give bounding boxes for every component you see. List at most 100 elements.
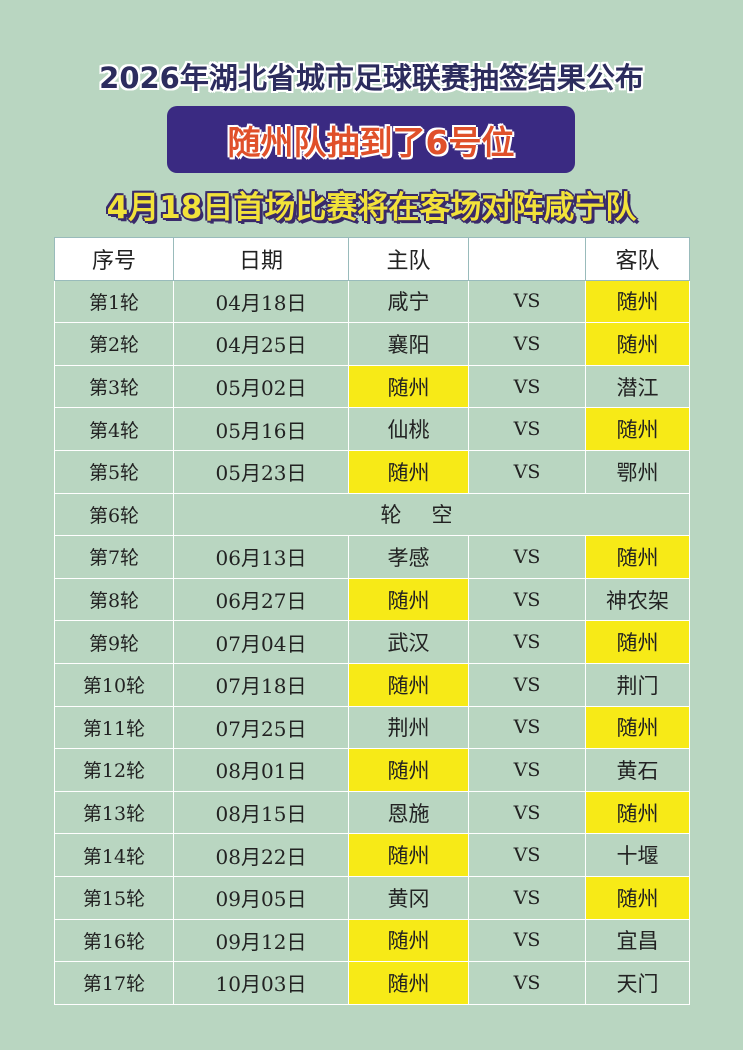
- home-team-cell: 随州: [348, 662, 469, 707]
- date-cell: 07月25日: [173, 705, 349, 750]
- table-row: 第17轮 10月03日 随州 VS 天门: [54, 961, 690, 1005]
- table-row: 第11轮 07月25日 荆州 VS 随州: [54, 705, 690, 750]
- date-cell: 05月16日: [173, 407, 349, 451]
- home-team-cell: 咸宁: [348, 279, 469, 324]
- date-cell: 07月04日: [173, 620, 349, 664]
- away-team-cell: 随州: [585, 620, 690, 664]
- vs-cell: VS: [468, 833, 586, 877]
- away-team-cell: 随州: [585, 535, 690, 579]
- home-team-cell: 恩施: [348, 790, 469, 835]
- date-cell: 06月13日: [173, 535, 349, 579]
- vs-cell: VS: [468, 407, 586, 451]
- date-cell: 06月27日: [173, 577, 349, 622]
- vs-cell: VS: [468, 535, 586, 579]
- round-cell: 第17轮: [54, 961, 174, 1005]
- table-row: 第15轮 09月05日 黄冈 VS 随州: [54, 875, 690, 920]
- away-team-cell: 神农架: [585, 577, 690, 622]
- round-cell: 第11轮: [54, 705, 174, 750]
- away-team-cell: 黄石: [585, 748, 690, 792]
- away-team-cell: 随州: [585, 790, 690, 835]
- away-team-cell: 荆门: [585, 662, 690, 707]
- table-row: 第8轮 06月27日 随州 VS 神农架: [54, 577, 690, 622]
- away-team-cell: 天门: [585, 961, 690, 1005]
- vs-cell: VS: [468, 577, 586, 622]
- header-round: 序号: [54, 237, 174, 281]
- date-cell: 08月01日: [173, 748, 349, 792]
- round-cell: 第12轮: [54, 748, 174, 792]
- banner-text: 随州队抽到了6号位: [227, 122, 515, 162]
- table-row: 第9轮 07月04日 武汉 VS 随州: [54, 620, 690, 664]
- away-team-cell: 随州: [585, 705, 690, 750]
- round-cell: 第8轮: [54, 577, 174, 622]
- home-team-cell: 孝感: [348, 535, 469, 579]
- home-team-cell: 随州: [348, 961, 469, 1005]
- round-cell: 第13轮: [54, 790, 174, 835]
- table-header-row: 序号 日期 主队 客队: [54, 237, 690, 281]
- date-cell: 05月23日: [173, 449, 349, 494]
- table-row: 第7轮 06月13日 孝感 VS 随州: [54, 535, 690, 579]
- home-team-cell: 随州: [348, 748, 469, 792]
- table-row: 第12轮 08月01日 随州 VS 黄石: [54, 748, 690, 792]
- date-cell: 08月22日: [173, 833, 349, 877]
- away-team-cell: 随州: [585, 322, 690, 366]
- date-cell: 04月25日: [173, 322, 349, 366]
- round-cell: 第15轮: [54, 875, 174, 920]
- table-row: 第4轮 05月16日 仙桃 VS 随州: [54, 407, 690, 451]
- round-cell: 第14轮: [54, 833, 174, 877]
- round-cell: 第3轮: [54, 364, 174, 409]
- table-row: 第5轮 05月23日 随州 VS 鄂州: [54, 449, 690, 494]
- home-team-cell: 随州: [348, 449, 469, 494]
- round-cell: 第16轮: [54, 918, 174, 963]
- schedule-table: 序号 日期 主队 客队 第1轮 04月18日 咸宁 VS 随州 第2轮 04月25日 襄阳 VS…: [54, 237, 690, 1005]
- away-team-cell: 潜江: [585, 364, 690, 409]
- table-row: 第13轮 08月15日 恩施 VS 随州: [54, 790, 690, 835]
- date-cell: 09月12日: [173, 918, 349, 963]
- draw-position-banner: 随州队抽到了6号位: [167, 106, 575, 173]
- home-team-cell: 荆州: [348, 705, 469, 750]
- vs-cell: VS: [468, 705, 586, 750]
- table-row: 第14轮 08月22日 随州 VS 十堰: [54, 833, 690, 877]
- vs-cell: VS: [468, 748, 586, 792]
- away-team-cell: 十堰: [585, 833, 690, 877]
- round-cell: 第10轮: [54, 662, 174, 707]
- date-cell: 04月18日: [173, 279, 349, 324]
- away-team-cell: 随州: [585, 875, 690, 920]
- poster-title: 2026年湖北省城市足球联赛抽签结果公布: [99, 61, 644, 95]
- date-cell: 08月15日: [173, 790, 349, 835]
- table-row: 第2轮 04月25日 襄阳 VS 随州: [54, 322, 690, 366]
- vs-cell: VS: [468, 875, 586, 920]
- away-team-cell: 宜昌: [585, 918, 690, 963]
- vs-cell: VS: [468, 364, 586, 409]
- vs-cell: VS: [468, 790, 586, 835]
- date-cell: 10月03日: [173, 961, 349, 1005]
- round-cell: 第7轮: [54, 535, 174, 579]
- header-vs: [468, 237, 586, 281]
- vs-cell: VS: [468, 449, 586, 494]
- home-team-cell: 武汉: [348, 620, 469, 664]
- away-team-cell: 随州: [585, 279, 690, 324]
- round-cell: 第6轮: [54, 492, 174, 537]
- table-row: 第10轮 07月18日 随州 VS 荆门: [54, 662, 690, 707]
- vs-cell: VS: [468, 322, 586, 366]
- home-team-cell: 黄冈: [348, 875, 469, 920]
- table-row: 第1轮 04月18日 咸宁 VS 随州: [54, 279, 690, 324]
- vs-cell: VS: [468, 279, 586, 324]
- date-cell: 05月02日: [173, 364, 349, 409]
- poster-subtitle: 4月18日首场比赛将在客场对阵咸宁队: [106, 190, 637, 226]
- header-date: 日期: [173, 237, 349, 281]
- bye-cell: 轮空: [173, 492, 690, 537]
- vs-cell: VS: [468, 918, 586, 963]
- vs-cell: VS: [468, 662, 586, 707]
- table-row: 第3轮 05月02日 随州 VS 潜江: [54, 364, 690, 409]
- home-team-cell: 随州: [348, 577, 469, 622]
- home-team-cell: 襄阳: [348, 322, 469, 366]
- date-cell: 09月05日: [173, 875, 349, 920]
- round-cell: 第5轮: [54, 449, 174, 494]
- vs-cell: VS: [468, 961, 586, 1005]
- home-team-cell: 随州: [348, 364, 469, 409]
- table-row: 第6轮 轮空: [54, 492, 690, 537]
- round-cell: 第4轮: [54, 407, 174, 451]
- round-cell: 第1轮: [54, 279, 174, 324]
- header-away: 客队: [585, 237, 690, 281]
- vs-cell: VS: [468, 620, 586, 664]
